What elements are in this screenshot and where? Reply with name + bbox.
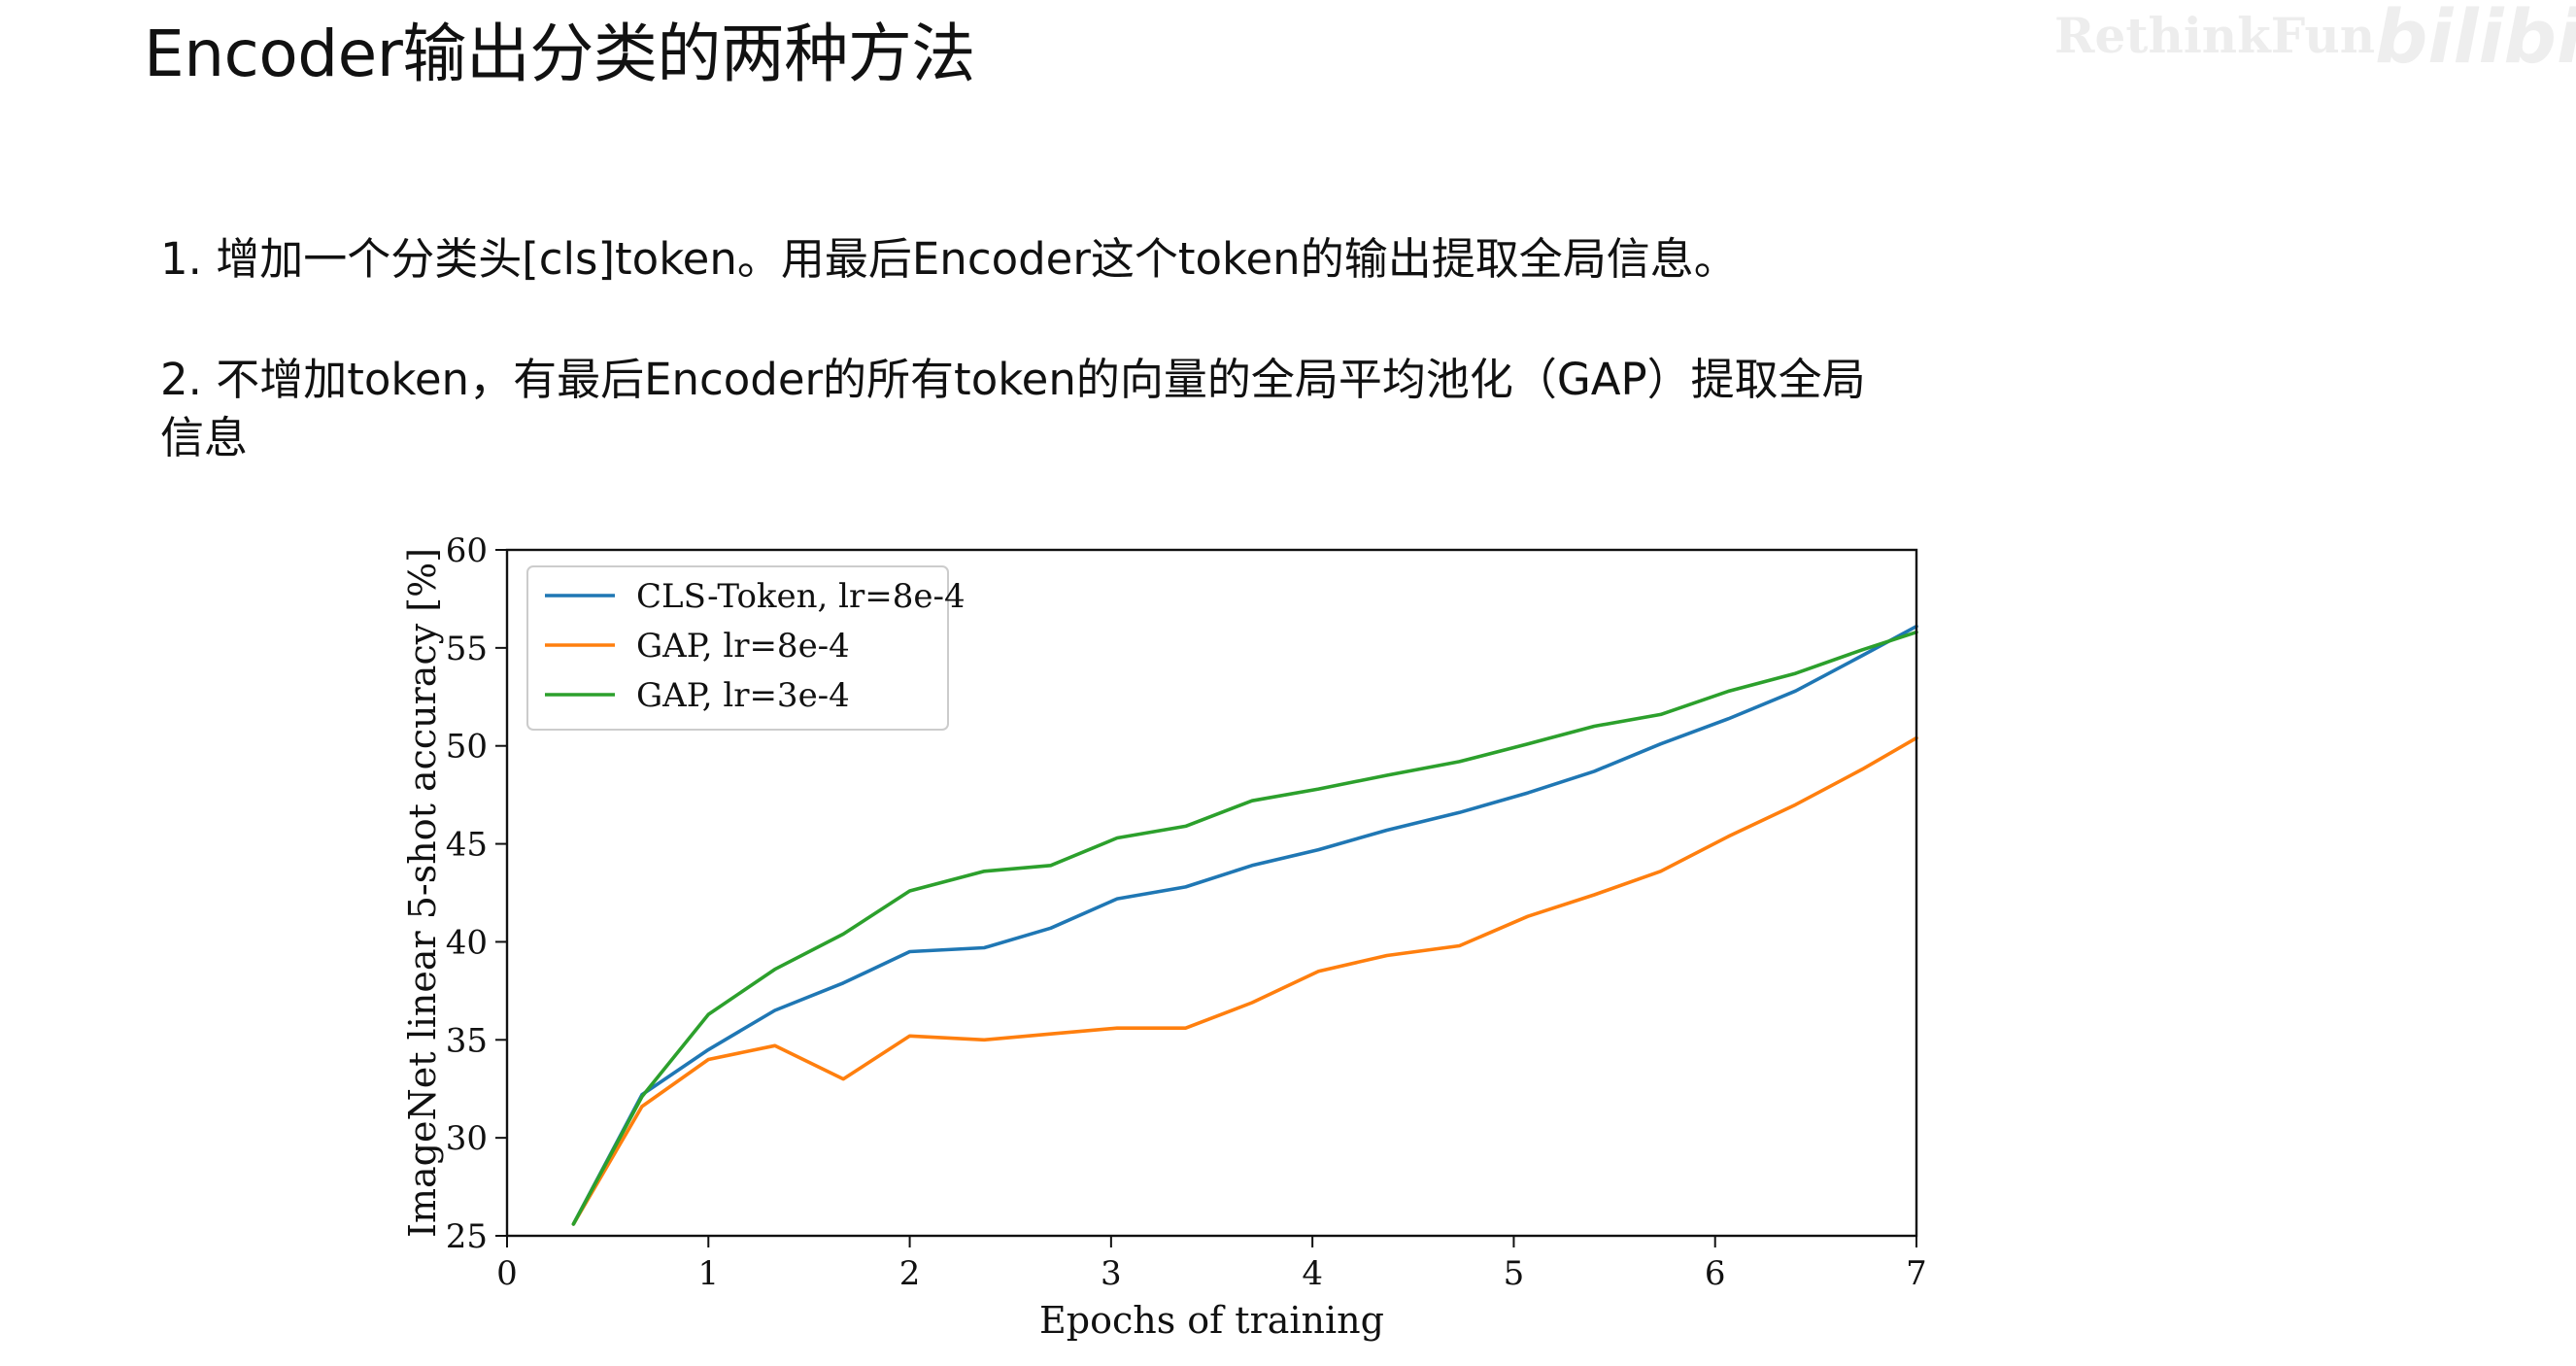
y-tick-label: 45 [446,826,488,865]
plot-frame [505,548,1918,1238]
series-line-3 [571,630,1918,1226]
x-axis-label: Epochs of training [1039,1299,1384,1342]
y-tick-label: 40 [446,923,488,962]
y-tick-label: 30 [446,1119,488,1158]
y-tick-label: 25 [446,1217,488,1256]
y-tick-label: 50 [446,728,488,767]
x-tick-label: 2 [899,1254,921,1293]
bilibili-logo-watermark: bilibili [2375,0,2576,80]
chart-legend: CLS-Token, lr=8e-4 GAP, lr=8e-4 GAP, lr=3e… [526,565,966,731]
channel-watermark: RethinkFun [2054,7,2376,64]
x-tick-label: 3 [1101,1254,1122,1293]
legend-label-3: GAP, lr=3e-4 [636,676,850,715]
chart-series-layer [571,624,1918,1226]
legend-label-1: CLS-Token, lr=8e-4 [636,577,966,616]
y-tick-label: 55 [446,630,488,668]
y-tick-label: 35 [446,1021,488,1060]
series-line-2 [571,735,1918,1226]
slide-title: Encoder输出分类的两种方法 [144,17,975,91]
series-line-1 [571,624,1918,1226]
y-axis-label: ImageNet linear 5-shot accuracy [%] [401,548,444,1238]
x-tick-label: 7 [1906,1254,1927,1293]
x-tick-label: 0 [496,1254,518,1293]
bullet-gap-continuation: 信息 [160,412,249,463]
x-tick-label: 6 [1705,1254,1726,1293]
x-tick-label: 4 [1302,1254,1323,1293]
x-tick-label: 5 [1504,1254,1525,1293]
bullet-gap: 2. 不增加token，有最后Encoder的所有token的向量的全局平均池化… [160,354,1866,405]
x-tick-label: 1 [697,1254,719,1293]
legend-label-2: GAP, lr=8e-4 [636,627,850,666]
legend-box [526,565,949,731]
bullet-cls-token: 1. 增加一个分类头[cls]token。用最后Encoder这个token的输… [160,233,1738,285]
y-tick-label: 60 [446,531,488,570]
